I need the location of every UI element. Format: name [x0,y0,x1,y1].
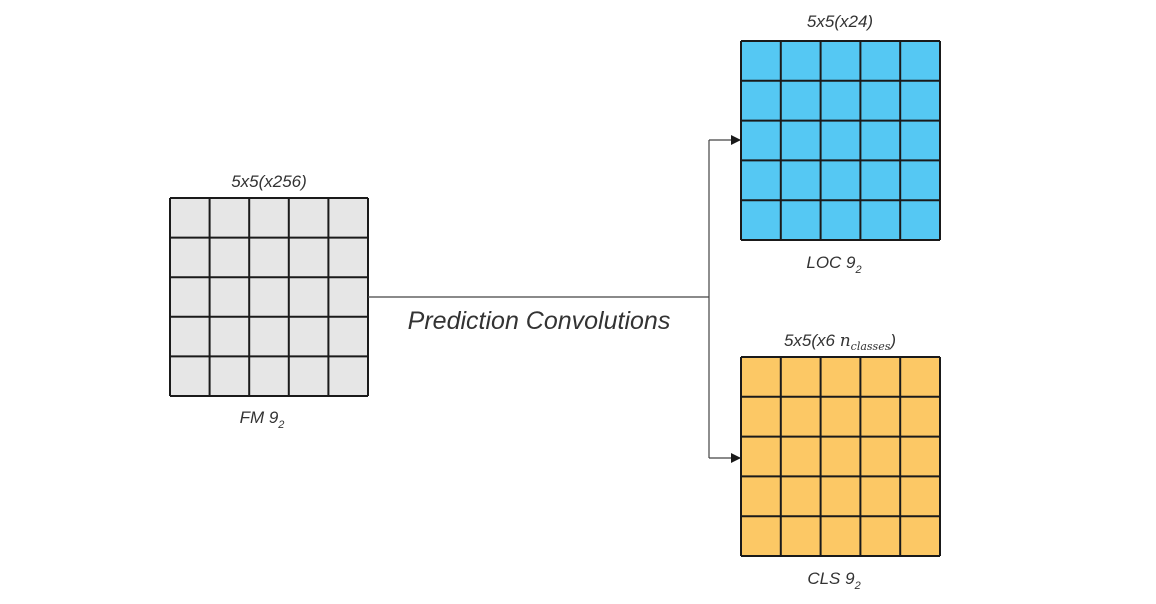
connector: Prediction Convolutions [368,135,741,463]
cls-dims-label: 5x5(x6 nclasses) [784,331,896,353]
edge-label: Prediction Convolutions [408,307,671,335]
cls-output-map: 5x5(x6 nclasses) CLS 92 [740,331,941,592]
loc-grid-lines [740,40,941,241]
input-name-label: FM 92 [240,408,285,431]
input-name-subscript: 2 [277,419,284,431]
cls-dims-suffix: ) [888,331,896,350]
loc-name-label: LOC 92 [806,253,861,276]
input-feature-map: 5x5(x256) FM 92 [169,172,369,431]
cls-name-subscript: 2 [854,580,861,592]
cls-name-label: CLS 92 [807,569,860,592]
input-dims-label: 5x5(x256) [231,172,307,191]
loc-grid-background [741,41,940,240]
loc-output-map: 5x5(x24) LOC 92 [740,12,941,276]
cls-dims-variable: n [840,331,851,351]
cls-dims-variable-subscript: classes [851,340,891,353]
loc-dims-label: 5x5(x24) [807,12,873,31]
cls-grid-background [741,357,940,556]
cls-grid-lines [740,356,941,557]
loc-name-subscript: 2 [855,264,862,276]
input-grid-background [170,198,368,396]
